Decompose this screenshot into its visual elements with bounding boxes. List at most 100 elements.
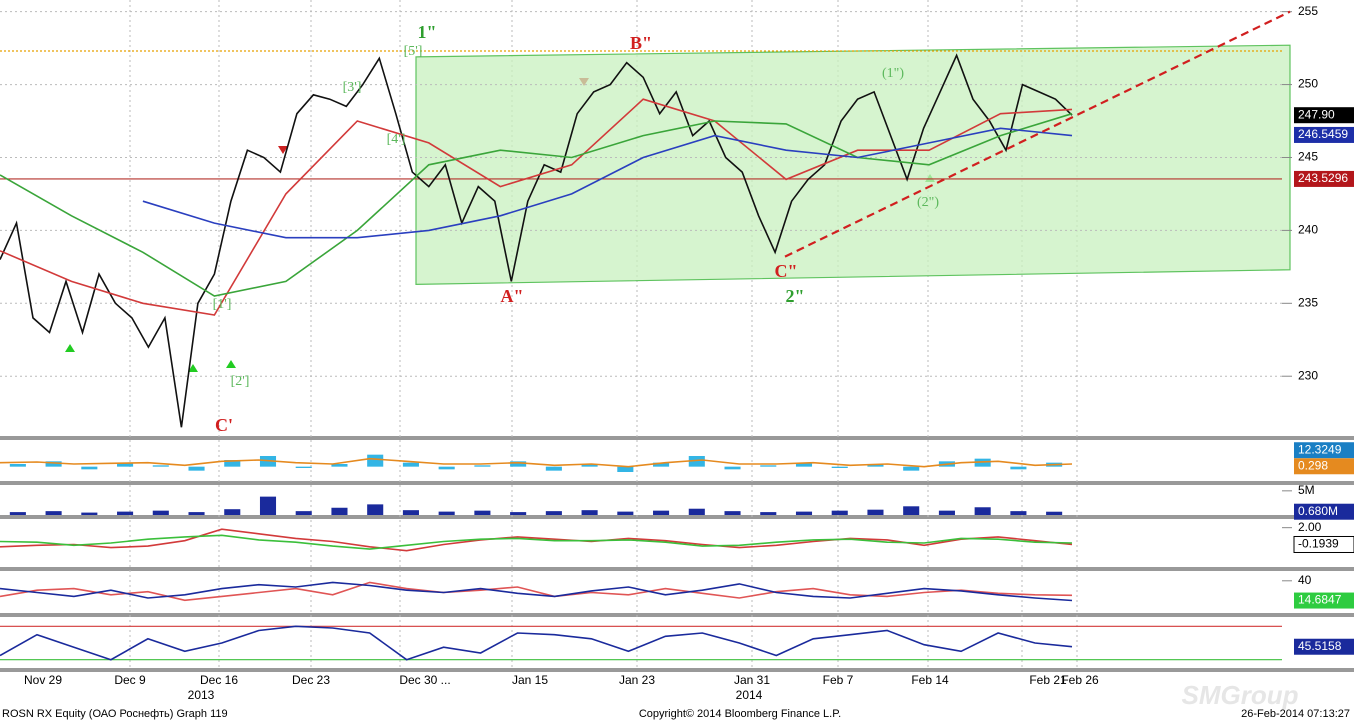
bar <box>9 464 26 467</box>
value-tag <box>1294 126 1354 143</box>
wave-label: (1") <box>882 66 904 81</box>
bar <box>224 509 241 515</box>
series-line <box>0 625 1073 661</box>
x-tick-label: Jan 23 <box>619 673 655 687</box>
value-tag-label: 0.298 <box>1298 458 1328 472</box>
x-tick-label: Dec 23 <box>292 673 330 687</box>
value-tag <box>1294 107 1354 124</box>
bar <box>402 462 419 467</box>
bar <box>438 511 455 515</box>
value-tag <box>1294 638 1354 655</box>
value-tag-label: 45.5158 <box>1298 639 1342 653</box>
bar <box>974 507 991 515</box>
footer-left: ROSN RX Equity (ОАО Роснефть) Graph 119 <box>2 708 228 720</box>
wave-label: [3'] <box>343 80 362 95</box>
x-tick-label: Feb 21 <box>1029 673 1067 687</box>
trendline <box>784 10 1291 258</box>
footer-center: Copyright© 2014 Bloomberg Finance L.P. <box>639 708 841 720</box>
y-tick-label: 5M <box>1298 483 1315 497</box>
bar <box>295 511 312 515</box>
bar <box>545 511 562 515</box>
bar <box>724 511 741 515</box>
bar <box>81 466 98 470</box>
y-tick-label: 40 <box>1298 573 1312 587</box>
bar <box>188 512 205 515</box>
bar <box>867 464 884 467</box>
value-tag <box>1293 535 1354 553</box>
wave-label: C' <box>215 415 233 435</box>
y-tick-label: 230 <box>1298 368 1318 382</box>
wave-label: B" <box>630 33 652 53</box>
bar <box>224 460 241 467</box>
bar <box>545 466 562 471</box>
bar <box>1046 511 1063 515</box>
bar <box>760 465 777 467</box>
y-tick-label: 245 <box>1298 150 1318 164</box>
bar <box>152 465 169 467</box>
bar <box>831 466 848 468</box>
bar <box>653 510 670 515</box>
bar <box>81 512 98 515</box>
bar <box>188 466 205 471</box>
bar <box>1010 466 1027 470</box>
wave-label: (2") <box>917 195 939 210</box>
x-year-label: 2014 <box>736 688 763 702</box>
bar <box>9 512 26 515</box>
series-line <box>0 581 1073 602</box>
series-line <box>0 53 1073 428</box>
bar <box>581 464 598 467</box>
bar <box>474 510 491 515</box>
bar <box>903 466 920 471</box>
bar <box>724 466 741 470</box>
wave-label: [1'] <box>213 297 232 312</box>
value-tag-label: 246.5459 <box>1298 127 1348 141</box>
bar <box>45 461 62 467</box>
bar <box>653 462 670 467</box>
x-tick-label: Dec 16 <box>200 673 238 687</box>
series-line <box>0 457 1073 468</box>
value-tag <box>1294 442 1354 459</box>
bar <box>45 511 62 515</box>
bar <box>402 510 419 515</box>
value-tag <box>1294 592 1354 609</box>
bar <box>831 510 848 515</box>
bar <box>438 466 455 470</box>
bar <box>259 496 277 515</box>
wave-label: [2'] <box>231 374 250 389</box>
bar <box>903 506 920 515</box>
bar <box>760 512 777 515</box>
bar <box>331 464 348 467</box>
bar <box>581 510 598 515</box>
x-year-label: 2013 <box>188 688 215 702</box>
value-tag-label: 14.6847 <box>1298 593 1342 607</box>
channel <box>415 44 1291 285</box>
footer-right: 26-Feb-2014 07:13:27 <box>1241 708 1350 720</box>
x-tick-label: Jan 31 <box>734 673 770 687</box>
x-tick-label: Dec 9 <box>114 673 146 687</box>
bar <box>617 466 634 472</box>
bar <box>688 456 705 467</box>
y-tick-label: 235 <box>1298 295 1318 309</box>
x-tick-label: Dec 30 ... <box>399 673 450 687</box>
bar <box>795 511 813 515</box>
series-line <box>0 534 1073 550</box>
wave-label: [4'] <box>387 132 406 147</box>
x-tick-label: Feb 7 <box>823 673 854 687</box>
y-tick-label: 2.00 <box>1298 520 1322 534</box>
bar <box>367 504 384 515</box>
bar <box>1010 511 1027 515</box>
series-line <box>0 528 1073 552</box>
bar <box>117 462 134 467</box>
series-line <box>142 127 1073 239</box>
y-tick-label: 255 <box>1298 4 1318 18</box>
value-tag <box>1294 458 1354 475</box>
bar <box>117 511 134 515</box>
value-tag-label: 0.680M <box>1298 504 1338 518</box>
wave-label: [5'] <box>404 44 423 59</box>
wave-label: C" <box>775 261 798 281</box>
series-line <box>0 112 1073 297</box>
x-tick-label: Nov 29 <box>24 673 62 687</box>
y-tick-label: 240 <box>1298 223 1318 237</box>
value-tag-label: -0.1939 <box>1298 537 1339 551</box>
